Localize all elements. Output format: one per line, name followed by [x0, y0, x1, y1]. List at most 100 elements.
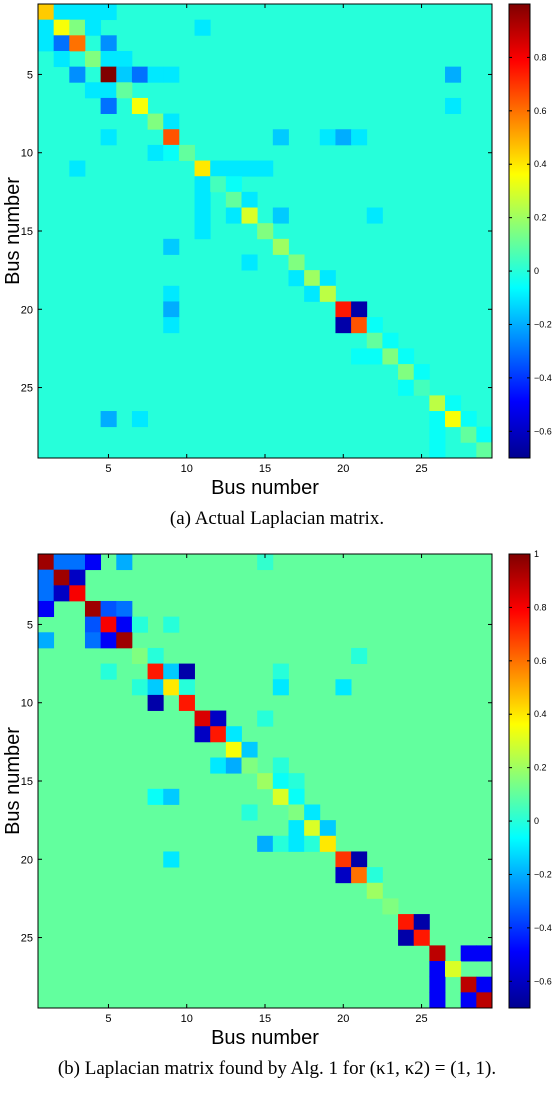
heatmap-cell-r21-c9 [163, 317, 180, 334]
heatmap-cell-r10-c8 [147, 694, 164, 711]
heatmap-cell-r13-c11 [194, 191, 211, 208]
heatmap-cell-r7-c7 [131, 97, 148, 114]
heatmap-cell-r29-c29 [476, 992, 493, 1009]
heatmap-cell-r26-c29 [476, 945, 493, 962]
heatmap-cell-r19-c17 [288, 835, 305, 852]
heatmap-cell-r13-c14 [241, 191, 258, 208]
heatmap-cell-r7-c21 [351, 647, 368, 664]
heatmap-cell-r23-c24 [398, 348, 415, 365]
heatmap-cell-r18-c17 [288, 270, 305, 287]
heatmap-cell-r5-c3 [69, 66, 86, 83]
colorbar-tick-label: −0.4 [534, 373, 552, 383]
heatmap-cell-r7-c8 [147, 647, 164, 664]
y-tick-label: 15 [21, 776, 33, 788]
heatmap-cell-r6-c1 [38, 632, 55, 649]
heatmap-cell-r2-c2 [53, 569, 70, 586]
colorbar-tick-label: −0.2 [534, 869, 552, 879]
heatmap-cell-r18-c17 [288, 820, 305, 837]
heatmap-cell-r9-c10 [178, 679, 195, 696]
heatmap-cell-r28-c29 [476, 426, 493, 443]
heatmap-cell-r21-c20 [335, 317, 352, 334]
y-tick-label: 25 [21, 383, 33, 395]
heatmap-cell-r4-c5 [100, 50, 117, 68]
heatmap-cells [38, 554, 493, 1009]
heatmap-cell-r11-c15 [257, 160, 274, 177]
heatmap-cell-r16-c9 [163, 788, 180, 805]
heatmap-cell-r19-c19 [319, 285, 336, 302]
heatmap-cell-r1-c5 [100, 4, 117, 21]
heatmap-cell-r1-c1 [38, 4, 55, 21]
heatmap-cell-r12-c11 [194, 726, 211, 743]
x-tick-label: 5 [105, 1013, 111, 1025]
heatmap-cell-r14-c14 [241, 757, 258, 774]
heatmap-cell-r25-c25 [413, 929, 430, 946]
colorbar-tick-label: 0.8 [534, 52, 547, 62]
colorbar-tick-label: 0.8 [534, 602, 547, 612]
heatmap-cell-r25-c24 [398, 929, 415, 946]
heatmap-cell-r4-c5 [100, 600, 117, 618]
heatmap-cell-r8-c10 [178, 663, 195, 680]
heatmap-cell-r11-c11 [194, 160, 211, 177]
heatmap-cell-r13-c13 [225, 191, 242, 208]
heatmap-cell-r16-c8 [147, 788, 164, 805]
heatmap-cell-r12-c13 [225, 726, 242, 743]
heatmap-cell-r24-c25 [413, 914, 430, 931]
x-tick-label: 10 [181, 1013, 193, 1025]
heatmap-cell-r11-c13 [225, 160, 242, 177]
heatmap-cell-r12-c13 [225, 176, 242, 193]
heatmap-cell-r14-c22 [366, 207, 383, 224]
heatmap-cell-r28-c28 [460, 976, 477, 993]
heatmap-cell-r29-c26 [429, 442, 446, 459]
heatmap-cell-r2-c11 [194, 19, 211, 36]
heatmap-cell-r28-c26 [429, 976, 446, 993]
heatmap-cell-r15-c15 [257, 773, 274, 790]
heatmap-cell-r8-c5 [100, 663, 117, 680]
heatmap-cell-r12-c11 [194, 176, 211, 193]
panel-b: 5 10 15 20 25 5 10 15 20 25 Bus number Bus number 1 0… [0, 549, 554, 1093]
heatmap-cell-r17-c17 [288, 254, 305, 271]
heatmap-cell-r5-c6 [116, 616, 133, 633]
heatmap-cell-r2-c1 [38, 569, 55, 586]
heatmap-cell-r1-c1 [38, 554, 55, 571]
heatmap-cell-r2-c1 [38, 19, 55, 36]
heatmap-cell-r27-c5 [100, 411, 117, 428]
heatmap-cell-r21-c20 [335, 867, 352, 884]
heatmap-cell-r24-c25 [413, 364, 430, 381]
y-tick-label: 20 [21, 854, 33, 866]
x-axis-label: Bus number [211, 477, 319, 499]
heatmap-cell-r13-c14 [241, 741, 258, 758]
caption-b: (b) Laplacian matrix found by Alg. 1 for… [57, 1058, 497, 1079]
heatmap-cell-r5-c7 [131, 66, 148, 83]
heatmap-cell-r29-c29 [476, 442, 493, 459]
heatmap-cell-r8-c9 [163, 663, 180, 680]
heatmap-cell-r2-c3 [69, 19, 86, 36]
y-tick-label: 25 [21, 933, 33, 945]
heatmap-cell-r5-c6 [116, 66, 133, 83]
heatmap-cell-r19-c16 [272, 835, 289, 852]
heatmap-cell-r3-c3 [69, 35, 86, 52]
heatmap-cell-r21-c21 [351, 867, 368, 884]
heatmap-cell-r20-c20 [335, 301, 352, 318]
heatmap-cell-r20-c21 [351, 301, 368, 318]
heatmap-cell-r14-c16 [272, 757, 289, 774]
heatmap-cell-r11-c15 [257, 710, 274, 727]
heatmap-cell-r1-c4 [84, 4, 102, 21]
heatmap-cell-r8-c8 [147, 113, 164, 130]
heatmap-cell-r1-c2 [53, 4, 70, 21]
heatmap-cell-r18-c19 [319, 820, 336, 837]
heatmap-cell-r25-c24 [398, 379, 415, 396]
heatmap-cell-r14-c11 [194, 207, 211, 224]
heatmap-cell-r3-c2 [53, 585, 70, 602]
heatmap-cell-r21-c22 [366, 867, 383, 884]
heatmap-cell-r16-c16 [272, 238, 289, 255]
panel-a: 5 10 15 20 25 5 10 15 20 25 Bus number Bus number 0.… [0, 0, 554, 543]
heatmap-cell-r3-c1 [38, 585, 55, 602]
heatmap-cell-r27-c27 [445, 961, 462, 978]
heatmap-cell-r29-c26 [429, 992, 446, 1009]
heatmap-cell-r22-c22 [366, 332, 383, 349]
heatmap-cell-r5-c27 [445, 66, 462, 83]
heatmap-cell-r14-c13 [225, 757, 242, 774]
heatmap-cell-r12-c12 [210, 176, 227, 193]
heatmap-cell-r11-c3 [69, 160, 86, 177]
heatmap-cell-r6-c5 [100, 82, 117, 99]
